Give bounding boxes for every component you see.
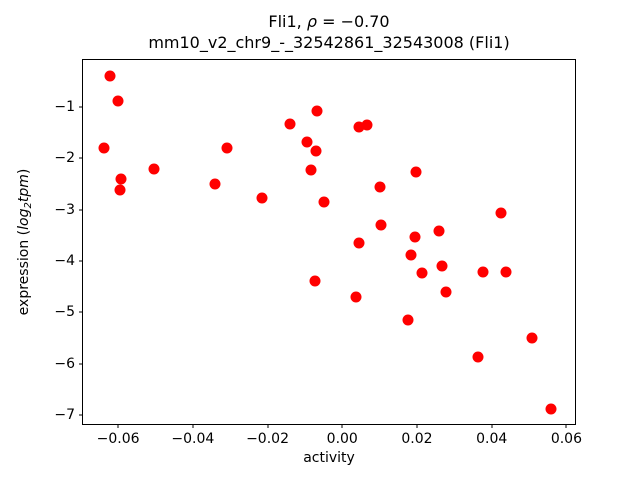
chart-title: Fli1, ρ = −0.70 xyxy=(82,12,576,31)
x-tick-label: 0.02 xyxy=(401,431,433,447)
y-axis-label: expression (log2tpm) xyxy=(16,169,34,316)
y-tick-label: −2 xyxy=(54,150,75,167)
data-point xyxy=(353,237,365,248)
y-tick xyxy=(79,311,83,313)
data-point xyxy=(353,121,365,133)
y-tick xyxy=(79,363,83,365)
x-tick xyxy=(416,424,418,428)
x-tick xyxy=(491,424,493,428)
x-axis-label: activity xyxy=(303,450,355,466)
y-tick xyxy=(79,106,83,108)
data-point xyxy=(375,219,387,231)
data-point xyxy=(309,275,321,287)
data-point xyxy=(284,118,296,130)
x-tick-label: 0.06 xyxy=(550,431,582,447)
data-point xyxy=(104,70,116,82)
x-tick xyxy=(192,424,194,428)
data-point xyxy=(416,267,428,279)
y-axis-label-suffix: ) xyxy=(16,168,32,175)
y-axis-label-prefix: expression ( xyxy=(16,229,32,316)
y-tick xyxy=(79,157,83,159)
y-tick-label: −6 xyxy=(54,355,75,372)
rho-symbol: ρ xyxy=(306,12,317,31)
y-tick-label: −7 xyxy=(54,407,75,424)
x-tick-label: −0.06 xyxy=(96,431,140,447)
y-axis-label-unit: tpm xyxy=(16,174,32,203)
x-tick xyxy=(341,424,343,428)
data-point xyxy=(148,163,160,175)
data-point xyxy=(477,266,489,278)
y-tick xyxy=(79,414,83,416)
data-point xyxy=(526,332,538,344)
data-point xyxy=(361,119,373,131)
data-point xyxy=(409,231,421,243)
data-point xyxy=(115,173,127,185)
data-point xyxy=(440,286,452,298)
x-tick xyxy=(267,424,269,428)
y-tick xyxy=(79,209,83,211)
data-point xyxy=(402,314,414,326)
data-point xyxy=(472,351,484,363)
y-tick-label: −3 xyxy=(54,201,75,218)
x-tick-label: 0.00 xyxy=(326,431,358,447)
y-axis-label-log: log xyxy=(16,208,32,230)
y-tick-label: −1 xyxy=(54,98,75,115)
data-point xyxy=(301,136,313,148)
chart-subtitle: mm10_v2_chr9_-_32542861_32543008 (Fli1) xyxy=(148,33,510,52)
data-point xyxy=(114,184,126,196)
y-tick xyxy=(79,260,83,262)
y-tick-label: −5 xyxy=(54,304,75,321)
data-point xyxy=(405,249,417,261)
data-point xyxy=(112,95,124,107)
data-point xyxy=(433,225,445,237)
data-point xyxy=(410,166,422,178)
x-tick-label: −0.02 xyxy=(246,431,289,447)
x-tick xyxy=(565,424,567,428)
x-tick-label: 0.04 xyxy=(476,431,508,447)
y-tick-label: −4 xyxy=(54,253,75,270)
data-point xyxy=(545,403,557,415)
x-tick-label: −0.04 xyxy=(171,431,215,447)
data-point xyxy=(500,266,512,278)
chart-title-value: = −0.70 xyxy=(317,12,390,31)
data-point xyxy=(98,142,110,154)
x-tick xyxy=(117,424,119,428)
data-point xyxy=(311,105,323,117)
data-point xyxy=(495,207,507,219)
data-point xyxy=(221,142,233,154)
data-point xyxy=(256,192,268,204)
data-point xyxy=(209,178,221,190)
data-point xyxy=(310,145,322,157)
plot-area: −0.06 −0.04 −0.02 0.00 0.02 0.04 0.06 −1 −2 −3 −4 −… xyxy=(54,59,582,447)
y-axis-label-log-subscript: 2 xyxy=(23,202,34,209)
chart-title-prefix: Fli1, xyxy=(268,12,307,31)
data-point xyxy=(305,164,317,176)
data-point xyxy=(374,181,386,193)
data-point xyxy=(318,196,330,208)
data-point xyxy=(436,260,448,272)
data-point xyxy=(350,291,362,303)
